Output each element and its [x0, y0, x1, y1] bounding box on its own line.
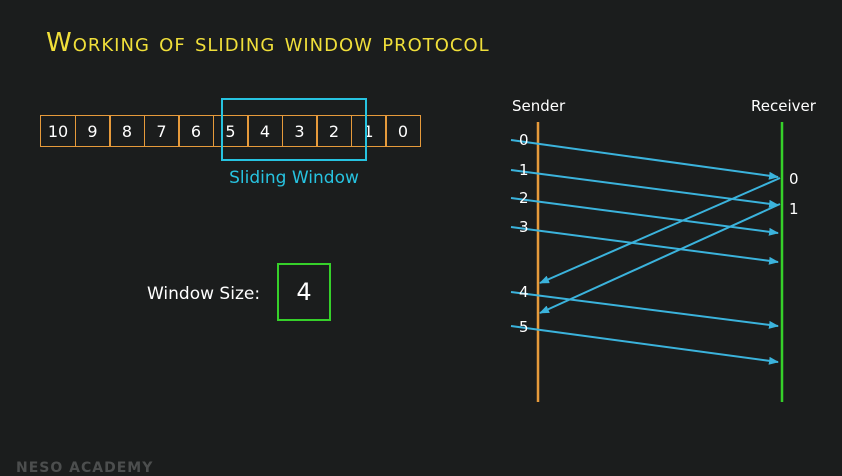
receiver-label: Receiver	[751, 97, 816, 115]
sender-frame-number: 3	[519, 218, 529, 236]
frame-arrow-0	[510, 139, 779, 180]
frame-cell: 5	[212, 115, 249, 147]
frame-cell: 9	[74, 115, 111, 147]
sender-frame-number: 2	[519, 189, 529, 207]
sender-label: Sender	[512, 97, 566, 115]
frame-arrow-4	[510, 291, 779, 329]
frame-arrow-3	[510, 226, 779, 265]
sender-frame-number: 4	[519, 283, 529, 301]
frame-cell: 2	[316, 115, 352, 147]
sliding-window-label: Sliding Window	[229, 168, 359, 188]
window-size-label: Window Size:	[147, 284, 261, 304]
frame-cell: 8	[109, 115, 145, 147]
sender-frame-number: 0	[519, 131, 529, 149]
frame-arrow-1	[510, 169, 779, 208]
ack-arrow-0	[539, 177, 781, 284]
frame-sequence: 10 9 8 7 6 5 4 3 2 1 0	[40, 115, 421, 147]
frame-arrow-5	[510, 325, 779, 365]
frame-arrow-2	[510, 197, 779, 236]
ack-arrow-1	[539, 203, 781, 314]
sender-frame-number: 5	[519, 318, 529, 336]
frame-cell: 3	[281, 115, 318, 147]
watermark: NESO ACADEMY	[16, 460, 154, 476]
receiver-ack-number: 0	[789, 170, 799, 188]
frame-cell: 1	[350, 115, 387, 147]
sliding-window-box	[221, 98, 367, 161]
frame-cell: 4	[247, 115, 283, 147]
page-title: Working of sliding window protocol	[46, 28, 490, 58]
frame-cell: 6	[178, 115, 214, 147]
sender-frame-number: 1	[519, 161, 529, 179]
receiver-ack-number: 1	[789, 200, 799, 218]
frame-cell: 7	[143, 115, 180, 147]
frame-cell: 0	[385, 115, 421, 147]
window-size-value: 4	[277, 263, 331, 321]
frame-cell: 10	[40, 115, 76, 147]
